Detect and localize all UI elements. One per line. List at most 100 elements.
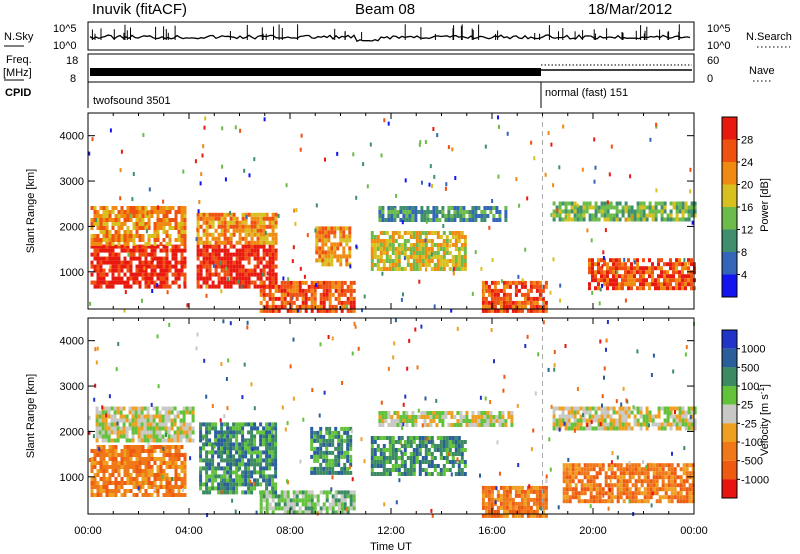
echo-cell xyxy=(402,422,405,427)
echo-cell xyxy=(573,213,577,218)
echo-cell xyxy=(399,206,403,210)
echo-cell xyxy=(397,251,401,255)
echo-cell xyxy=(168,234,172,238)
echo-cell xyxy=(636,410,640,415)
echo-cell xyxy=(382,456,386,460)
echo-cell xyxy=(289,300,293,305)
echo-cell xyxy=(183,206,187,210)
echo-cell xyxy=(409,436,413,440)
echo-cell xyxy=(330,250,334,255)
echo-cell xyxy=(615,286,618,291)
echo-cell xyxy=(123,473,127,477)
echo-cell xyxy=(202,144,205,149)
echo-cell xyxy=(229,474,233,479)
echo-cell xyxy=(325,284,329,289)
echo-cell xyxy=(430,231,434,235)
echo-cell xyxy=(159,264,163,269)
echo-cell xyxy=(542,320,545,325)
echo-cell xyxy=(202,442,206,447)
echo-cell xyxy=(643,475,647,480)
echo-cell xyxy=(271,240,275,245)
echo-cell xyxy=(421,460,425,464)
echo-cell xyxy=(681,286,684,291)
echo-cell xyxy=(241,212,245,217)
echo-cell xyxy=(211,280,215,285)
echo-cell xyxy=(202,458,206,463)
echo-cell xyxy=(376,267,380,271)
echo-cell xyxy=(162,214,166,218)
echo-cell xyxy=(143,406,147,411)
echo-cell xyxy=(150,445,154,449)
echo-cell xyxy=(283,510,287,515)
echo-cell xyxy=(340,506,344,511)
echo-cell xyxy=(499,296,503,301)
echo-cell xyxy=(640,479,644,484)
echo-cell xyxy=(340,280,344,285)
echo-cell xyxy=(591,426,595,431)
echo-cell xyxy=(238,268,242,273)
echo-cell xyxy=(268,462,272,467)
echo-cell xyxy=(655,491,659,496)
echo-cell xyxy=(214,466,218,471)
echo-cell xyxy=(616,495,620,500)
echo-cell xyxy=(155,410,159,415)
echo-cell xyxy=(394,456,398,460)
echo-cell xyxy=(339,258,343,263)
echo-cell xyxy=(480,411,484,415)
echo-cell xyxy=(502,308,506,313)
echo-cell xyxy=(129,268,133,273)
echo-cell xyxy=(223,434,227,439)
echo-cell xyxy=(442,255,446,259)
echo-cell xyxy=(639,213,643,218)
echo-cell xyxy=(645,217,649,222)
echo-cell xyxy=(177,489,181,493)
echo-cell xyxy=(174,473,178,477)
echo-cell xyxy=(250,442,254,447)
echo-cell xyxy=(394,255,398,259)
echo-cell xyxy=(111,238,115,242)
echo-cell xyxy=(402,206,406,210)
echo-cell xyxy=(577,463,581,468)
echo-cell xyxy=(99,280,103,285)
echo-cell xyxy=(349,288,353,293)
echo-cell xyxy=(96,481,100,485)
echo-cell xyxy=(378,214,382,218)
echo-cell xyxy=(126,457,130,461)
echo-cell xyxy=(150,473,154,477)
echo-cell xyxy=(126,244,130,249)
echo-cell xyxy=(95,422,99,427)
echo-cell xyxy=(140,434,144,439)
echo-cell xyxy=(253,422,257,427)
echo-cell xyxy=(119,426,123,431)
echo-cell xyxy=(327,254,331,259)
echo-cell xyxy=(613,483,617,488)
echo-cell xyxy=(403,267,407,271)
echo-cell xyxy=(148,187,151,192)
echo-cell xyxy=(168,493,172,497)
echo-cell xyxy=(463,440,467,444)
echo-cell xyxy=(589,467,593,472)
echo-cell xyxy=(391,251,395,255)
echo-cell xyxy=(114,256,118,261)
echo-cell xyxy=(123,284,127,289)
echo-cell xyxy=(561,201,565,206)
echo-cell xyxy=(381,411,385,415)
echo-cell xyxy=(526,505,530,510)
echo-cell xyxy=(274,422,278,427)
echo-cell xyxy=(370,460,374,464)
echo-cell xyxy=(669,217,673,222)
echo-cell xyxy=(567,201,571,206)
echo-cell xyxy=(256,264,260,269)
echo-cell xyxy=(597,406,601,411)
echo-cell xyxy=(487,485,491,490)
echo-cell xyxy=(177,445,181,449)
echo-cell xyxy=(117,461,121,465)
echo-cell xyxy=(265,304,269,309)
echo-cell xyxy=(280,490,284,495)
echo-cell xyxy=(468,419,472,423)
echo-cell xyxy=(640,491,644,496)
echo-cell xyxy=(552,213,556,218)
echo-cell xyxy=(316,450,320,455)
echo-cell xyxy=(471,291,474,296)
echo-cell xyxy=(168,477,172,481)
